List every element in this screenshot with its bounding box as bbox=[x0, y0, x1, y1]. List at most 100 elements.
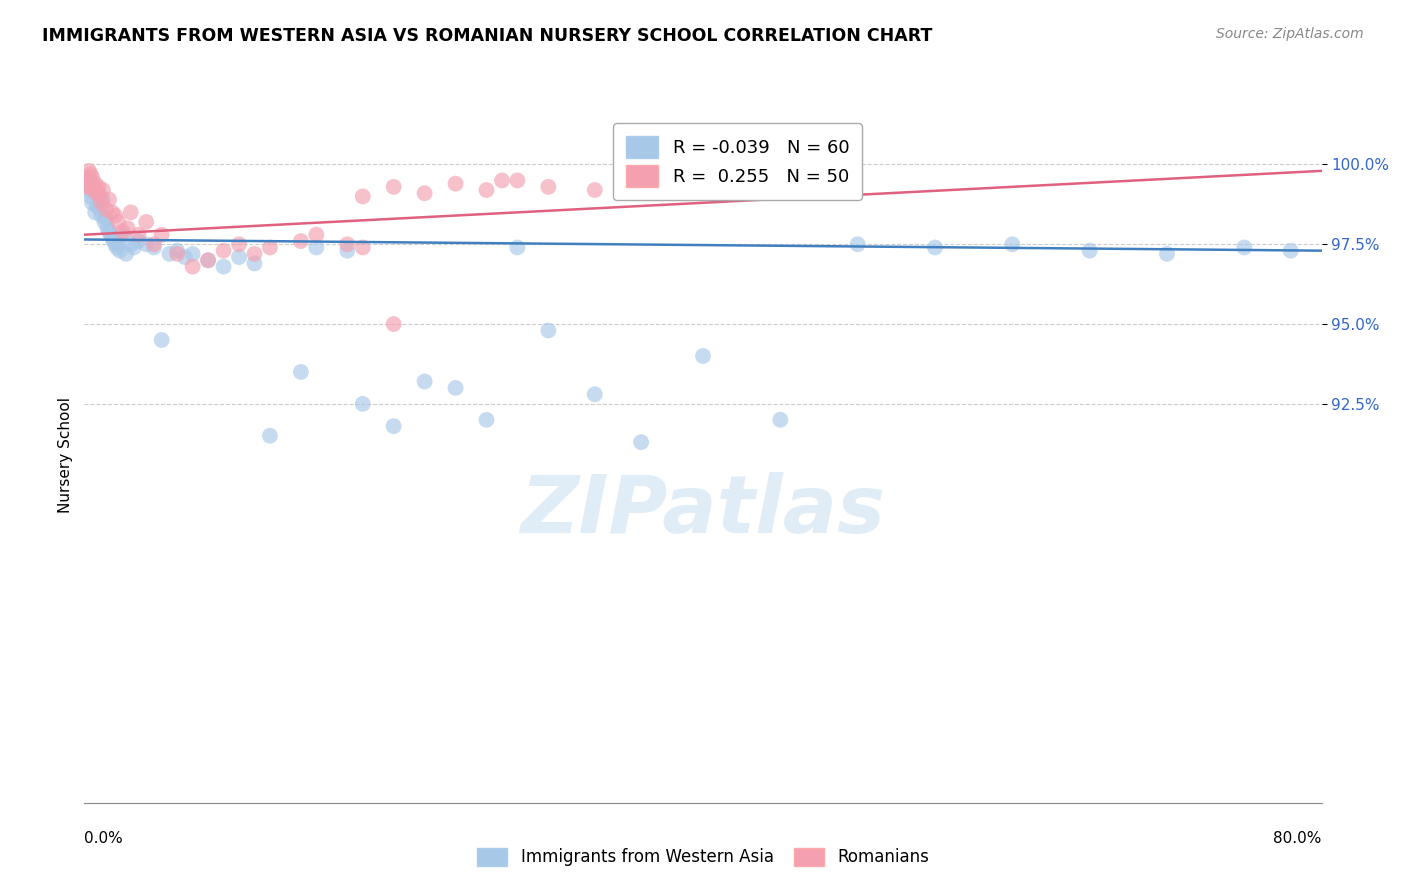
Point bbox=[96, 221, 118, 235]
Point bbox=[135, 215, 157, 229]
Point bbox=[352, 397, 374, 411]
Point bbox=[537, 323, 560, 337]
Point bbox=[94, 202, 117, 216]
Point bbox=[212, 260, 235, 274]
Point bbox=[1233, 240, 1256, 254]
Legend: R = -0.039   N = 60, R =  0.255   N = 50: R = -0.039 N = 60, R = 0.255 N = 50 bbox=[613, 123, 862, 200]
Point bbox=[181, 247, 204, 261]
Point bbox=[79, 189, 101, 203]
Point bbox=[1279, 244, 1302, 258]
Point bbox=[159, 247, 180, 261]
Point bbox=[475, 183, 498, 197]
Point bbox=[127, 234, 149, 248]
Point bbox=[583, 183, 606, 197]
Point bbox=[336, 244, 359, 258]
Text: IMMIGRANTS FROM WESTERN ASIA VS ROMANIAN NURSERY SCHOOL CORRELATION CHART: IMMIGRANTS FROM WESTERN ASIA VS ROMANIAN… bbox=[42, 27, 932, 45]
Point bbox=[352, 189, 374, 203]
Point bbox=[228, 250, 250, 264]
Point bbox=[100, 227, 122, 242]
Point bbox=[89, 202, 111, 216]
Point bbox=[692, 349, 714, 363]
Point bbox=[87, 186, 110, 201]
Point bbox=[228, 237, 250, 252]
Point bbox=[77, 177, 100, 191]
Point bbox=[259, 429, 281, 443]
Point bbox=[91, 193, 114, 207]
Point bbox=[127, 227, 149, 242]
Point bbox=[82, 195, 104, 210]
Point bbox=[382, 179, 405, 194]
Point bbox=[79, 173, 101, 187]
Point bbox=[583, 387, 606, 401]
Point bbox=[150, 227, 173, 242]
Point bbox=[1078, 244, 1101, 258]
Point bbox=[166, 244, 188, 258]
Point bbox=[86, 199, 108, 213]
Point bbox=[290, 365, 312, 379]
Text: 80.0%: 80.0% bbox=[1274, 830, 1322, 846]
Point bbox=[93, 215, 115, 229]
Point bbox=[104, 237, 127, 252]
Point bbox=[84, 205, 107, 219]
Point bbox=[82, 170, 104, 185]
Point bbox=[413, 186, 436, 201]
Point bbox=[1001, 237, 1024, 252]
Point bbox=[89, 189, 111, 203]
Point bbox=[117, 221, 139, 235]
Point bbox=[305, 227, 328, 242]
Point bbox=[101, 231, 124, 245]
Point bbox=[181, 260, 204, 274]
Point bbox=[86, 186, 108, 201]
Point bbox=[143, 237, 166, 252]
Point bbox=[506, 240, 529, 254]
Point bbox=[87, 179, 110, 194]
Text: ZIPatlas: ZIPatlas bbox=[520, 472, 886, 549]
Point bbox=[143, 240, 166, 254]
Point bbox=[120, 205, 142, 219]
Point bbox=[90, 209, 112, 223]
Point bbox=[259, 240, 281, 254]
Point bbox=[475, 413, 498, 427]
Point bbox=[98, 225, 121, 239]
Legend: Immigrants from Western Asia, Romanians: Immigrants from Western Asia, Romanians bbox=[468, 839, 938, 875]
Point bbox=[83, 179, 105, 194]
Point bbox=[769, 413, 792, 427]
Point bbox=[76, 170, 98, 185]
Point bbox=[166, 247, 188, 261]
Point bbox=[506, 173, 529, 187]
Point bbox=[108, 244, 131, 258]
Point bbox=[122, 240, 145, 254]
Y-axis label: Nursery School: Nursery School bbox=[58, 397, 73, 513]
Point bbox=[91, 183, 114, 197]
Point bbox=[150, 333, 173, 347]
Point bbox=[120, 237, 142, 252]
Point bbox=[336, 237, 359, 252]
Point bbox=[112, 227, 135, 242]
Point bbox=[1156, 247, 1178, 261]
Point bbox=[83, 183, 105, 197]
Point bbox=[290, 234, 312, 248]
Point bbox=[103, 234, 125, 248]
Point bbox=[212, 244, 235, 258]
Point bbox=[79, 167, 101, 181]
Point bbox=[382, 419, 405, 434]
Point bbox=[107, 234, 129, 248]
Point bbox=[76, 183, 98, 197]
Point bbox=[77, 173, 100, 187]
Point bbox=[105, 240, 128, 254]
Point bbox=[537, 179, 560, 194]
Point bbox=[444, 177, 467, 191]
Point bbox=[846, 237, 869, 252]
Point bbox=[104, 209, 127, 223]
Point bbox=[98, 193, 121, 207]
Point bbox=[94, 211, 117, 226]
Point bbox=[112, 225, 135, 239]
Point bbox=[413, 375, 436, 389]
Point bbox=[77, 164, 100, 178]
Point bbox=[107, 215, 129, 229]
Point bbox=[630, 435, 652, 450]
Text: 0.0%: 0.0% bbox=[84, 830, 124, 846]
Point bbox=[243, 247, 266, 261]
Point bbox=[101, 205, 124, 219]
Point bbox=[115, 247, 138, 261]
